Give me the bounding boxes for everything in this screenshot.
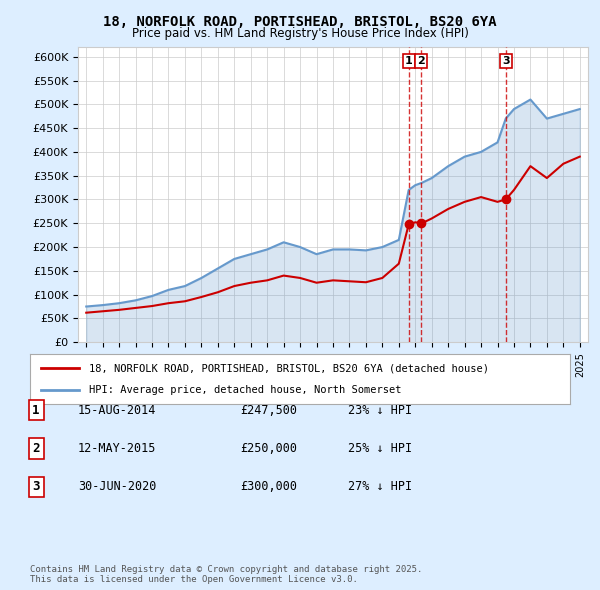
Text: 23% ↓ HPI: 23% ↓ HPI <box>348 404 412 417</box>
Text: Price paid vs. HM Land Registry's House Price Index (HPI): Price paid vs. HM Land Registry's House … <box>131 27 469 40</box>
Text: 18, NORFOLK ROAD, PORTISHEAD, BRISTOL, BS20 6YA: 18, NORFOLK ROAD, PORTISHEAD, BRISTOL, B… <box>103 15 497 29</box>
Text: 2: 2 <box>32 442 40 455</box>
Text: 3: 3 <box>32 480 40 493</box>
Text: 12-MAY-2015: 12-MAY-2015 <box>78 442 157 455</box>
Text: Contains HM Land Registry data © Crown copyright and database right 2025.
This d: Contains HM Land Registry data © Crown c… <box>30 565 422 584</box>
Text: £250,000: £250,000 <box>240 442 297 455</box>
Text: 25% ↓ HPI: 25% ↓ HPI <box>348 442 412 455</box>
Text: 15-AUG-2014: 15-AUG-2014 <box>78 404 157 417</box>
Text: 3: 3 <box>502 56 509 66</box>
Text: 2: 2 <box>418 56 425 66</box>
Text: 1: 1 <box>32 404 40 417</box>
Text: 27% ↓ HPI: 27% ↓ HPI <box>348 480 412 493</box>
Text: 18, NORFOLK ROAD, PORTISHEAD, BRISTOL, BS20 6YA (detached house): 18, NORFOLK ROAD, PORTISHEAD, BRISTOL, B… <box>89 363 490 373</box>
Text: 1: 1 <box>405 56 413 66</box>
Text: HPI: Average price, detached house, North Somerset: HPI: Average price, detached house, Nort… <box>89 385 402 395</box>
Text: 30-JUN-2020: 30-JUN-2020 <box>78 480 157 493</box>
Text: £247,500: £247,500 <box>240 404 297 417</box>
Text: £300,000: £300,000 <box>240 480 297 493</box>
